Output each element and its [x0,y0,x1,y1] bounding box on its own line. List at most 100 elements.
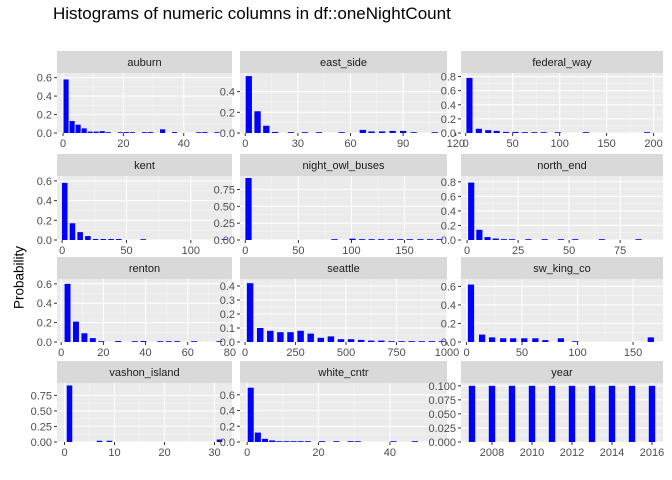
histogram-bar [92,239,99,240]
facet-strip [57,257,232,279]
histogram-bar [66,385,73,442]
histogram-bar [500,239,507,240]
y-tick-label: 0.6 [37,176,52,188]
histogram-bar [436,239,443,240]
y-tick-label: 0.0 [37,128,52,140]
y-tick-label: 0.000 [428,437,456,449]
x-tick-label: 30 [208,447,220,459]
histogram-bar [572,239,579,240]
histogram-bar [307,333,314,342]
histogram-bar [635,239,642,240]
y-tick-label: 0.0 [441,235,456,247]
facet-title: renton [129,263,160,275]
histogram-bar [354,441,361,442]
histogram-bar [398,341,405,342]
histogram-bar [254,111,261,133]
x-tick-label: 200 [644,138,662,150]
x-tick-label: 50 [507,138,519,150]
x-tick-label: 40 [384,447,396,459]
histogram-bar [468,182,475,240]
histogram-bar [256,328,264,342]
y-tick-label: 0.25 [214,218,235,230]
facet-kent: kent 0.0 0.2 0.4 0.6 0 50 100 [37,154,232,257]
x-tick-label: 120 [447,138,465,150]
histogram-bar [628,385,636,442]
histogram-bar [117,132,123,133]
x-tick-label: 60 [182,347,194,359]
histogram-bar [542,340,549,342]
y-tick-label: 0.0 [441,128,456,140]
y-tick-label: 0.2 [37,110,52,122]
facet-strip [240,257,447,279]
histogram-bar [438,341,446,342]
histogram-bar [319,441,326,442]
histogram-bar [69,121,75,133]
facet-east_side: east_side 0.0 0.2 0.4 0 30 60 90 120 [220,51,465,150]
x-tick-label: 60 [344,138,356,150]
histogram-bar [115,341,122,342]
panel-background [57,383,232,442]
histogram-bar [315,132,323,133]
y-tick-label: 0.6 [441,191,456,203]
histogram-bar [333,441,340,442]
y-tick-label: 0.6 [441,86,456,98]
x-tick-label: 0 [242,245,248,257]
histogram-bar [417,239,424,240]
y-tick-label: 0.6 [220,390,235,402]
histogram-bar [347,339,355,342]
histogram-bar [500,338,507,342]
histogram-bar [358,239,366,240]
histogram-bar [129,132,135,133]
facet-strip [461,51,663,73]
histogram-bar [246,283,254,342]
histogram-bar [428,341,436,342]
histogram-bar [557,338,564,342]
y-tick-label: 0.1 [220,323,235,335]
histogram-bar [338,132,345,133]
histogram-bar [521,132,528,133]
x-tick-label: 2008 [480,447,504,459]
facet-strip [461,257,663,279]
histogram-bar [75,124,81,133]
histogram-bar [521,338,528,342]
y-tick-label: 0.0 [441,337,456,349]
y-tick-label: 0.00 [31,437,52,449]
histogram-bar [378,340,385,342]
x-tick-label: 20 [97,347,109,359]
histogram-bar [554,132,561,133]
histogram-bar [368,239,375,240]
histogram-bar [493,130,500,133]
histogram-bar [647,337,654,342]
histogram-bar [73,321,79,342]
facet-vashon_island: vashon_island 0.00 0.25 0.50 0.75 0 10 20 30 [31,361,232,459]
y-tick-label: 0.75 [214,184,235,196]
y-tick-label: 0.4 [220,87,235,99]
x-tick-label: 50 [292,245,304,257]
y-tick-label: 0.4 [441,206,456,218]
y-tick-label: 0.050 [428,409,456,421]
x-tick-label: 0 [58,347,64,359]
histogram-bar [331,239,338,240]
histogram-bar [287,132,295,133]
histogram-bar [368,340,375,342]
panel-background [240,279,447,342]
histogram-bar [467,284,475,342]
histogram-bar [261,438,269,442]
histogram-bar [141,132,148,133]
histogram-bar [531,132,538,133]
histogram-bar [408,341,415,342]
histogram-bar [347,441,354,442]
facet-strip [240,51,447,73]
histogram-bar [96,440,103,442]
y-tick-label: 0.2 [220,309,235,321]
histogram-bar [387,239,394,240]
panel-background [461,73,663,133]
histogram-bar [389,130,396,133]
y-tick-label: 0.2 [441,114,456,126]
histogram-bar [69,223,76,240]
histogram-bar [276,441,283,442]
histogram-bar [254,432,261,442]
histogram-bar [216,439,223,442]
histogram-bar [488,337,496,342]
y-tick-label: 0.0 [37,337,52,349]
